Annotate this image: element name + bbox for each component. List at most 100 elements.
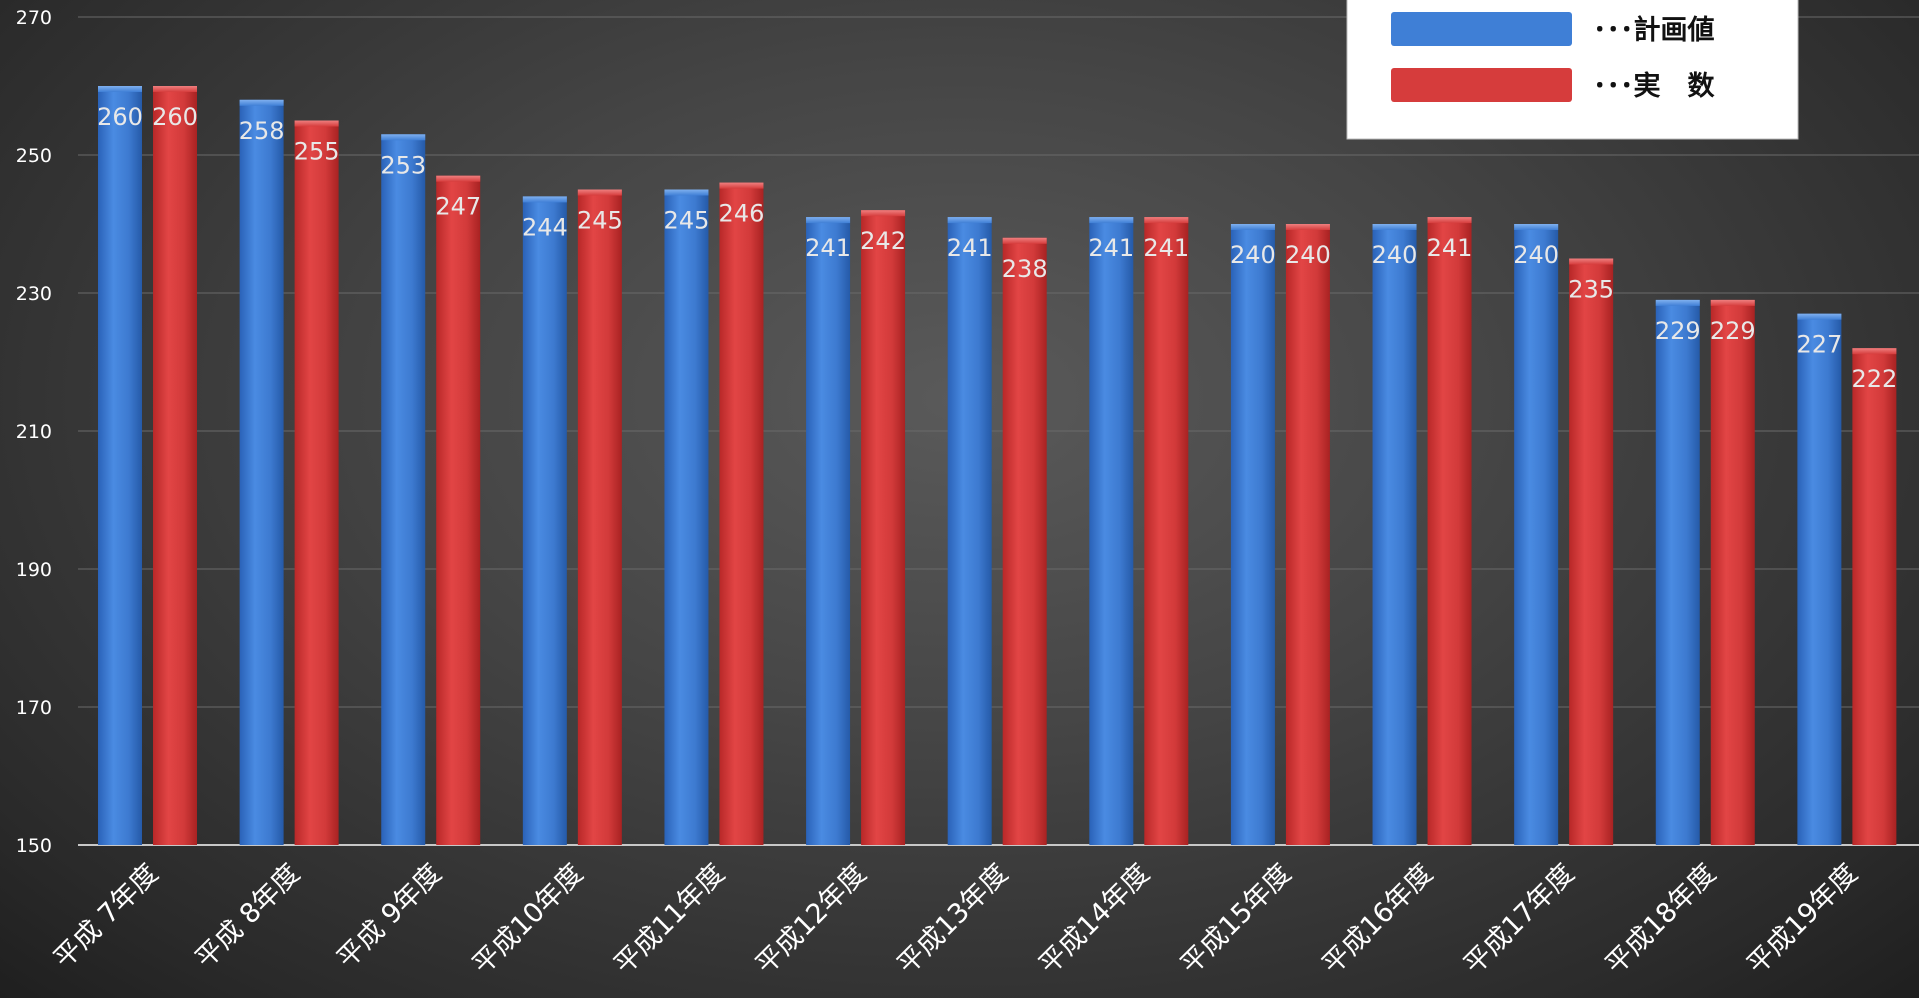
bar-series-1 — [719, 182, 764, 846]
data-label: 258 — [239, 117, 285, 145]
bar-series-0 — [1797, 313, 1842, 845]
bar-series-1 — [1285, 224, 1330, 845]
bar-series-0 — [1514, 224, 1559, 845]
y-tick-label: 150 — [16, 835, 52, 857]
bar-cap — [861, 210, 906, 217]
bar-series-1 — [861, 210, 906, 845]
legend-label: ･･･実 数 — [1593, 70, 1715, 102]
x-tick-label: 平成10年度 — [467, 858, 590, 981]
bar-cap — [98, 86, 142, 92]
data-label: 242 — [860, 227, 906, 255]
bar-cap — [294, 120, 339, 127]
data-label: 245 — [577, 207, 623, 235]
legend-label: ･･･計画値 — [1593, 14, 1715, 46]
bar-cap — [436, 175, 481, 182]
legend-swatch — [1391, 12, 1572, 46]
y-tick-label: 270 — [16, 7, 52, 29]
bar-series-1 — [1569, 258, 1614, 845]
x-tick-label: 平成13年度 — [892, 858, 1015, 981]
data-label: 240 — [1372, 241, 1418, 269]
bar-cap — [719, 182, 764, 189]
bar-cap — [522, 196, 567, 203]
bar-series-0 — [1089, 217, 1134, 846]
x-tick-label: 平成11年度 — [608, 858, 731, 981]
x-tick-label: 平成15年度 — [1175, 858, 1298, 981]
data-label: 240 — [1230, 241, 1276, 269]
bar-series-1 — [294, 120, 339, 845]
bar-cap — [1569, 258, 1614, 265]
data-label: 247 — [435, 193, 481, 221]
data-label: 245 — [664, 207, 710, 235]
bar-series-0 — [664, 189, 709, 845]
data-label: 222 — [1851, 365, 1897, 393]
data-label: 241 — [1427, 234, 1473, 262]
bar-cap — [1002, 237, 1047, 244]
y-tick-label: 250 — [16, 145, 52, 167]
legend-swatch — [1391, 68, 1572, 102]
data-label: 260 — [152, 103, 198, 131]
x-tick-label: 平成18年度 — [1600, 858, 1723, 981]
data-label: 241 — [1143, 234, 1189, 262]
bar-cap — [947, 217, 992, 224]
bar-series-0 — [1372, 224, 1417, 845]
bar-cap — [381, 134, 426, 141]
y-tick-label: 190 — [16, 559, 52, 581]
data-label: 229 — [1710, 317, 1756, 345]
bar-cap — [153, 86, 197, 92]
bars: 260 260 258 255 253 247 244 245 245 246 241 242 241 2… — [97, 86, 1897, 846]
bar-cap — [1285, 224, 1330, 230]
bar-cap — [1089, 217, 1134, 224]
x-tick-label: 平成16年度 — [1316, 858, 1439, 981]
bar-cap — [1230, 224, 1275, 230]
bar-series-1 — [577, 189, 622, 845]
data-label: 241 — [947, 234, 993, 262]
legend: ･･･計画値 ･･･実 数 — [1346, 0, 1799, 140]
x-axis: 平成 7年度 平成 8年度 平成 9年度 平成10年度 平成11年度 平成12年度 平成13… — [48, 858, 1864, 981]
y-tick-label: 210 — [16, 421, 52, 443]
bar-cap — [664, 189, 709, 196]
bar-cap — [1655, 299, 1700, 306]
bar-cap — [1852, 348, 1897, 355]
data-label: 235 — [1568, 276, 1614, 304]
bar-cap — [806, 217, 851, 224]
y-tick-label: 230 — [16, 283, 52, 305]
bar-series-0 — [522, 196, 567, 845]
x-tick-label: 平成 9年度 — [331, 858, 448, 975]
data-label: 241 — [1088, 234, 1134, 262]
bar-series-1 — [1852, 348, 1897, 845]
bar-cap — [577, 189, 622, 196]
data-label: 240 — [1285, 241, 1331, 269]
bar-series-1 — [1002, 237, 1047, 846]
bar-cap — [1797, 313, 1842, 320]
data-label: 240 — [1513, 241, 1559, 269]
data-label: 244 — [522, 213, 568, 241]
bar-series-0 — [98, 86, 142, 845]
bar-series-0 — [239, 99, 284, 846]
bar-cap — [1514, 224, 1559, 230]
data-label: 241 — [805, 234, 851, 262]
bar-series-1 — [436, 175, 481, 845]
gridlines — [78, 16, 1919, 846]
x-tick-label: 平成14年度 — [1033, 858, 1156, 981]
bar-cap — [239, 99, 284, 106]
bar-cap — [1710, 299, 1755, 306]
bar-series-0 — [381, 134, 426, 846]
bar-series-0 — [947, 217, 992, 846]
y-axis: 150 170 190 210 230 250 270 — [16, 7, 52, 857]
bar-series-1 — [153, 86, 197, 845]
data-label: 238 — [1002, 255, 1048, 283]
x-tick-label: 平成 8年度 — [190, 858, 307, 975]
data-label: 253 — [380, 151, 426, 179]
bar-cap — [1427, 217, 1472, 224]
bar-series-0 — [1230, 224, 1275, 845]
x-tick-label: 平成12年度 — [750, 858, 873, 981]
data-label: 246 — [719, 200, 765, 228]
bar-series-1 — [1710, 299, 1755, 845]
data-label: 229 — [1655, 317, 1701, 345]
x-tick-label: 平成19年度 — [1741, 858, 1864, 981]
y-tick-label: 170 — [16, 697, 52, 719]
x-tick-label: 平成 7年度 — [48, 858, 165, 975]
bar-cap — [1144, 217, 1189, 224]
